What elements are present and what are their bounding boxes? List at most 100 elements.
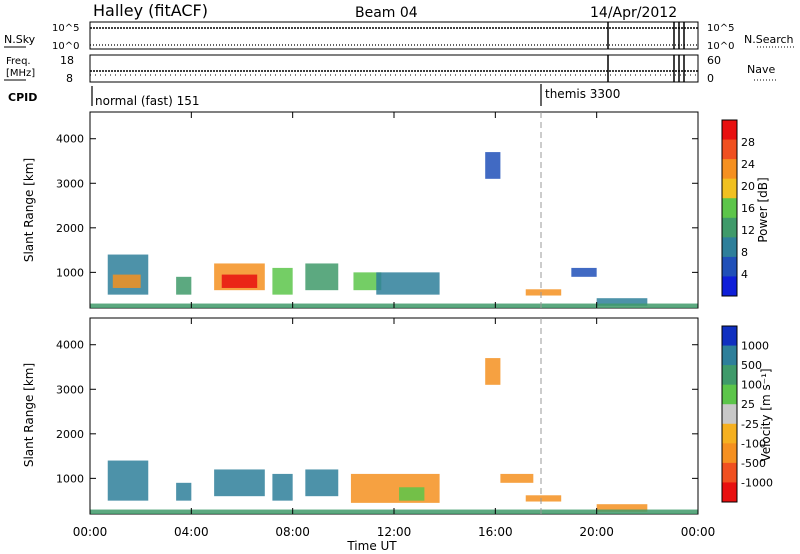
power-region-10 [525, 289, 562, 296]
power-colorbar-swatch-7 [722, 256, 737, 277]
time-tick-label-0: 00:00 [73, 525, 108, 539]
power-region-2 [176, 276, 192, 295]
velocity-colorbar: 1000 500 100 25 -25 -100 -500 -1000 [721, 325, 773, 503]
cpid-label: CPID [8, 91, 37, 104]
velocity-colorbar-tick-3: 25 [741, 398, 755, 411]
velocity-colorbar-tick-7: -1000 [741, 476, 773, 489]
velocity-colorbar-tick-5: -100 [741, 437, 766, 450]
power-region-9 [485, 152, 501, 179]
velocity-region-0 [107, 460, 149, 501]
velocity-ylabel: Slant Range [km] [22, 363, 36, 467]
velocity-colorbar-swatch-0 [722, 326, 737, 347]
velocity-colorbar-swatch-1 [722, 345, 737, 366]
nsky-label: N.Sky [4, 33, 36, 46]
velocity-ytick-label-3: 4000 [56, 339, 84, 352]
velocity-colorbar-tick-4: -25 [741, 418, 759, 431]
nave-tick-bottom: 0 [707, 72, 714, 85]
nsky-tick-top: 10^5 [52, 23, 79, 34]
velocity-colorbar-frame [721, 325, 738, 503]
power-colorbar-swatch-3 [722, 178, 737, 199]
freq-tick-bottom: 8 [66, 72, 73, 85]
nsky-tick-bottom: 10^0 [52, 41, 79, 52]
power-colorbar-tick-3: 16 [741, 202, 755, 215]
time-tick-label-5: 20:00 [579, 525, 614, 539]
velocity-region-8 [500, 473, 534, 483]
velocity-colorbar-tick-1: 500 [741, 359, 762, 372]
time-tick-label-2: 08:00 [275, 525, 310, 539]
station-title: Halley (fitACF) [93, 1, 208, 20]
velocity-region-4 [305, 469, 339, 497]
velocity-colorbar-swatch-5 [722, 423, 737, 444]
date-title: 14/Apr/2012 [590, 5, 677, 21]
power-colorbar-label: Power [dB] [756, 177, 770, 242]
freq-label-1: Freq. [6, 56, 31, 67]
power-colorbar-tick-1: 24 [741, 158, 755, 171]
velocity-colorbar-tick-0: 1000 [741, 340, 769, 353]
velocity-region-7 [485, 358, 501, 385]
velocity-ytick-label-1: 2000 [56, 428, 84, 441]
power-colorbar-tick-5: 8 [741, 246, 748, 259]
power-region-12 [596, 298, 648, 306]
power-ytick-label-1: 2000 [56, 222, 84, 235]
power-colorbar-tick-6: 4 [741, 268, 748, 281]
power-ytick-label-3: 4000 [56, 133, 84, 146]
freq-panel [89, 54, 699, 83]
power-ylabel: Slant Range [km] [22, 158, 36, 262]
power-ytick-label-2: 3000 [56, 177, 84, 190]
beam-title: Beam 04 [355, 5, 418, 21]
velocity-colorbar-tick-2: 100 [741, 379, 762, 392]
nave-label: Nave [747, 63, 775, 76]
velocity-region-9 [525, 495, 562, 502]
velocity-colorbar-swatch-4 [722, 404, 737, 425]
freq-label-2: [MHz] [6, 68, 35, 79]
time-tick-label-4: 16:00 [478, 525, 513, 539]
nsearch-label: N.Search [744, 33, 794, 46]
velocity-region-1 [176, 482, 192, 501]
power-ytick-label-0: 1000 [56, 266, 84, 279]
power-region-11 [571, 267, 597, 277]
power-colorbar-swatch-6 [722, 237, 737, 258]
time-tick-label-6: 00:00 [681, 525, 716, 539]
nave-tick-top: 60 [707, 54, 721, 67]
velocity-region-3 [272, 473, 293, 501]
time-tick-label-3: 12:00 [377, 525, 412, 539]
power-colorbar-tick-0: 28 [741, 136, 755, 149]
power-region-5 [272, 267, 293, 295]
power-region-7 [353, 272, 382, 291]
velocity-colorbar-tick-6: -500 [741, 457, 766, 470]
power-region-4 [221, 274, 258, 288]
nsearch-tick-top: 10^5 [707, 23, 734, 34]
velocity-colorbar-swatch-2 [722, 365, 737, 386]
power-region-1 [112, 274, 141, 288]
velocity-region-5 [350, 473, 440, 503]
velocity-ytick-label-0: 1000 [56, 472, 84, 485]
velocity-region-10 [596, 504, 648, 512]
power-colorbar-swatch-2 [722, 159, 737, 180]
velocity-region-6 [399, 487, 425, 501]
power-region-6 [305, 263, 339, 291]
freq-tick-top: 18 [60, 54, 74, 67]
cpid-segment-2: themis 3300 [545, 87, 620, 101]
velocity-colorbar-swatch-8 [722, 482, 737, 503]
power-colorbar-swatch-0 [722, 120, 737, 141]
power-colorbar-tick-4: 12 [741, 224, 755, 237]
nsearch-tick-bottom: 10^0 [707, 41, 734, 52]
velocity-colorbar-swatch-6 [722, 443, 737, 464]
cpid-segment-1: normal (fast) 151 [95, 94, 199, 108]
power-region-8 [376, 272, 440, 295]
power-colorbar-swatch-8 [722, 276, 737, 297]
velocity-colorbar-label: Velocity [m s⁻¹] [759, 368, 773, 461]
velocity-axes: 1000 2000 3000 4000 [56, 318, 699, 514]
velocity-data-layer [90, 358, 698, 514]
velocity-region-2 [214, 469, 265, 497]
power-colorbar-frame [721, 119, 738, 297]
time-tick-label-1: 04:00 [174, 525, 209, 539]
time-axis-label: Time UT [346, 539, 397, 553]
power-colorbar-swatch-4 [722, 198, 737, 219]
time-axis: 00:00 04:00 08:00 12:00 16:00 20:00 00:00 [73, 525, 716, 539]
velocity-colorbar-swatch-7 [722, 462, 737, 483]
power-colorbar-swatch-1 [722, 139, 737, 160]
power-colorbar: 28 24 20 16 12 8 4 [721, 119, 755, 297]
power-axes: 1000 2000 3000 4000 [56, 112, 699, 308]
